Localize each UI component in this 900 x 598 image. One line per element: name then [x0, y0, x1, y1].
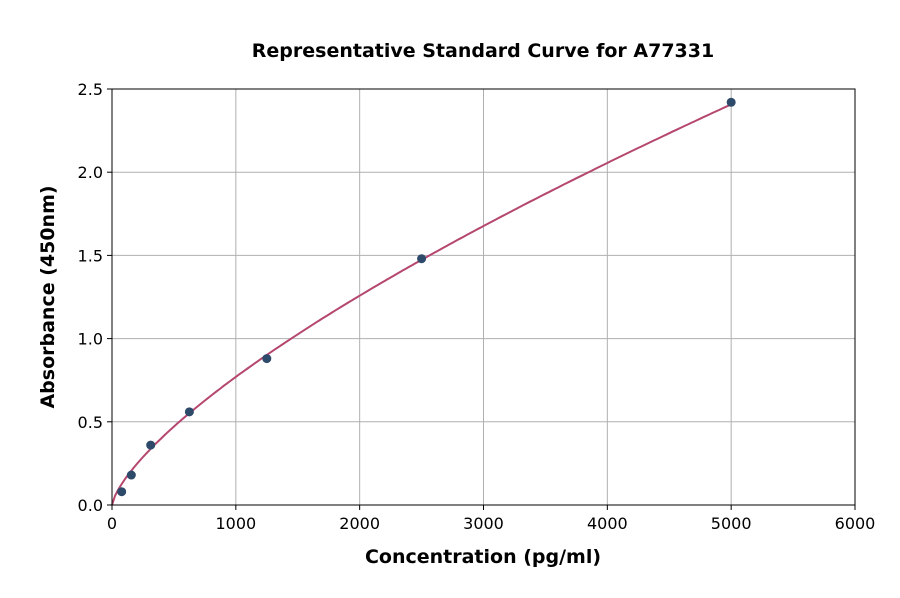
x-axis-ticks: 0 1000 2000 3000 4000 5000 6000 [107, 505, 875, 533]
y-tick-label: 0.5 [78, 413, 103, 432]
data-point [146, 440, 156, 450]
data-point [726, 97, 736, 107]
y-tick-label: 2.5 [78, 80, 103, 99]
y-axis-label: Absorbance (450nm) [37, 185, 59, 408]
y-tick-label: 0.0 [78, 496, 103, 515]
chart-title: Representative Standard Curve for A77331 [252, 40, 714, 62]
x-tick-label: 0 [107, 514, 117, 533]
data-point [126, 470, 136, 480]
data-point [117, 487, 127, 497]
x-tick-label: 5000 [711, 514, 752, 533]
x-tick-label: 3000 [463, 514, 504, 533]
y-tick-label: 2.0 [78, 163, 103, 182]
x-tick-label: 1000 [215, 514, 256, 533]
x-axis-label: Concentration (pg/ml) [365, 546, 601, 568]
fit-curve [111, 103, 732, 506]
x-tick-label: 4000 [587, 514, 628, 533]
x-tick-label: 6000 [835, 514, 876, 533]
fit-curve-line [111, 103, 732, 506]
grid [111, 88, 856, 506]
data-point [262, 354, 272, 364]
y-tick-label: 1.0 [78, 330, 103, 349]
data-points [117, 97, 736, 497]
x-tick-label: 2000 [339, 514, 380, 533]
y-axis-ticks: 0.0 0.5 1.0 1.5 2.0 2.5 [78, 80, 112, 515]
y-tick-label: 1.5 [78, 246, 103, 265]
data-point [184, 407, 194, 417]
data-point [417, 254, 427, 264]
